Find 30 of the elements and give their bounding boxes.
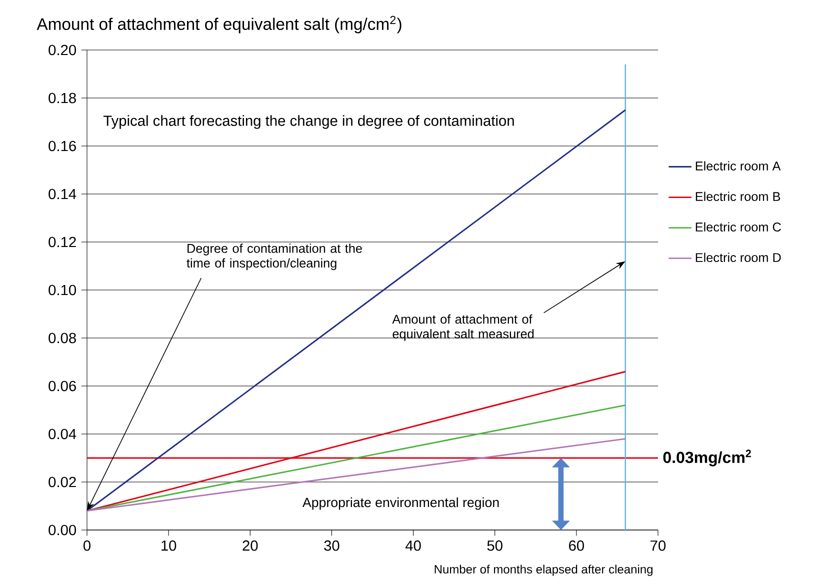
legend-label: Electric room D <box>696 252 781 262</box>
y-tick-label: 0.06 <box>48 380 76 392</box>
y-tick-label: 0.12 <box>48 236 76 248</box>
x-axis-title: Number of months elapsed after cleaning <box>434 564 652 576</box>
legend-label: Electric room A <box>696 161 781 171</box>
annotation: Amount of attachment of equivalent salt measured <box>392 314 534 341</box>
x-tick-label: 60 <box>569 540 584 551</box>
y-tick-label: 0.16 <box>48 140 76 152</box>
annotation: Appropriate environmental region <box>302 497 499 510</box>
x-tick-label: 70 <box>650 540 666 551</box>
legend-label: Electric room B <box>696 192 780 202</box>
y-tick-label: 0.00 <box>48 524 76 536</box>
x-tick-label: 0 <box>83 540 90 551</box>
y-tick-label: 0.14 <box>48 188 76 200</box>
ref-line-label: 0.03mg/cm$^{2}$ <box>663 450 751 466</box>
y-tick-label: 0.02 <box>48 476 76 488</box>
y-tick-label: 0.18 <box>48 92 76 104</box>
y-tick-label: 0.10 <box>48 284 76 296</box>
x-tick-label: 20 <box>242 540 258 551</box>
y-tick-label: 0.20 <box>48 44 76 56</box>
y-tick-label: 0.04 <box>48 428 76 440</box>
x-tick-label: 10 <box>162 540 176 551</box>
annotation: Degree of contamination at the time of inspection/cleaning <box>186 244 362 270</box>
x-tick-label: 40 <box>405 540 421 551</box>
y-axis-title: Amount of attachment of equivalent salt (mg/cm$^{2}$) <box>36 16 402 34</box>
y-tick-label: 0.08 <box>48 332 76 344</box>
x-tick-label: 50 <box>487 540 502 551</box>
x-tick-label: 30 <box>324 540 340 551</box>
text: Typical chart forecasting the change in degree of contamination <box>103 115 514 129</box>
legend-label: Electric room C <box>696 222 781 232</box>
